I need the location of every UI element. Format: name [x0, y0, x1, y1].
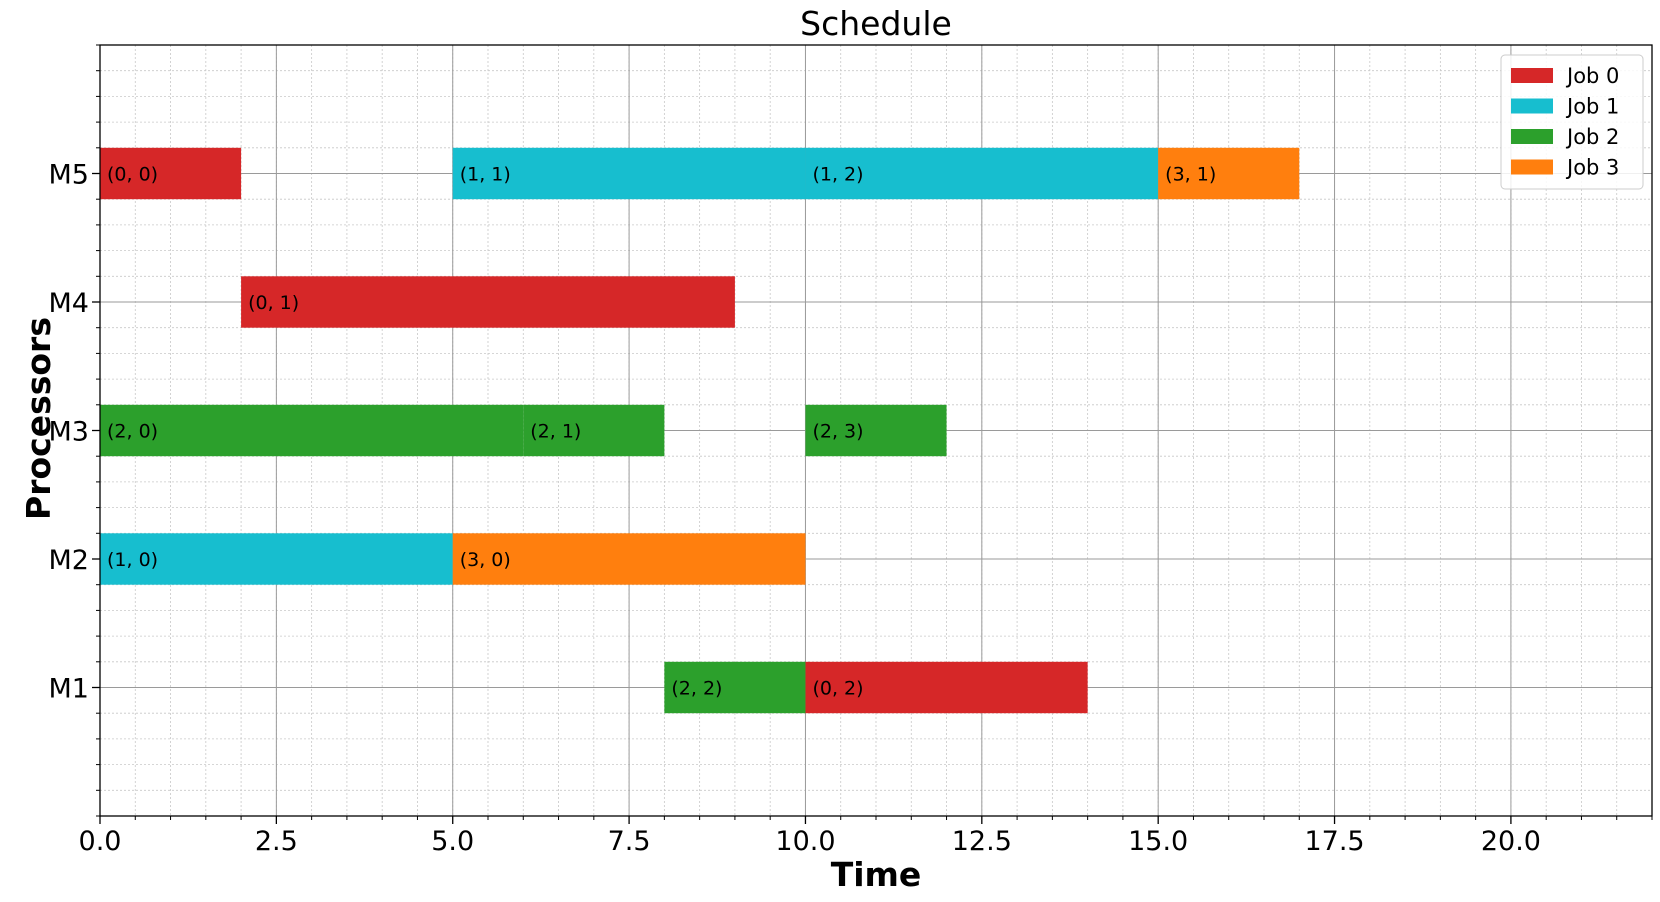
- task-label: (2, 3): [812, 421, 863, 443]
- task-label: (2, 0): [107, 421, 158, 443]
- task-bars: [100, 147, 1300, 714]
- x-tick-label: 5.0: [431, 826, 474, 857]
- legend-box: [1500, 54, 1644, 190]
- task-label: (0, 2): [812, 678, 863, 700]
- legend-label: Job 3: [1565, 156, 1619, 180]
- y-axis-label: Processors: [19, 317, 58, 520]
- task-label: (1, 0): [107, 549, 158, 571]
- axis-ticks: [92, 44, 1653, 824]
- task-label: (2, 2): [671, 678, 722, 700]
- x-tick-label: 10.0: [775, 826, 835, 857]
- task-label: (3, 0): [460, 549, 511, 571]
- x-tick-label: 20.0: [1481, 826, 1541, 857]
- x-tick-label: 7.5: [608, 826, 651, 857]
- task-bar: [100, 404, 524, 457]
- task-label: (0, 0): [107, 164, 158, 186]
- task-label: (3, 1): [1165, 164, 1216, 186]
- task-label: (1, 2): [812, 164, 863, 186]
- task-bar: [805, 661, 1088, 714]
- y-tick-label: M4: [49, 288, 89, 319]
- legend-swatch: [1511, 98, 1553, 114]
- task-labels: (0, 0) (0, 1) (0, 2) (1, 0) (1, 1) (1, 2) (2, …: [107, 164, 1216, 700]
- legend-swatch: [1511, 129, 1553, 144]
- task-bar: [1158, 147, 1300, 200]
- task-bar: [523, 404, 665, 457]
- x-tick-label: 12.5: [952, 826, 1012, 857]
- task-bar: [241, 276, 735, 328]
- y-tick-label: M5: [49, 160, 89, 191]
- x-axis-label: Time: [831, 855, 922, 894]
- y-tick-label: M3: [49, 417, 89, 448]
- x-tick-label: 15.0: [1128, 826, 1188, 857]
- x-tick-label: 2.5: [255, 826, 298, 857]
- task-bar: [805, 404, 947, 457]
- legend-label: Job 2: [1565, 125, 1619, 149]
- task-bar: [452, 533, 806, 585]
- x-tick-label: 17.5: [1304, 826, 1364, 857]
- task-label: (2, 1): [530, 421, 581, 443]
- tick-labels: 0.0 2.5 5.0 7.5 10.0 12.5 15.0 17.5 20.0 M1 M2 M3 M4…: [49, 160, 1541, 858]
- chart-title: Schedule: [800, 4, 952, 43]
- legend-label: Job 1: [1565, 95, 1619, 119]
- y-tick-label: M2: [49, 545, 89, 576]
- task-bar: [100, 147, 242, 200]
- task-bar: [805, 147, 1159, 200]
- task-bar: [452, 147, 806, 200]
- legend-swatch: [1511, 68, 1553, 83]
- legend-swatch: [1511, 159, 1553, 175]
- task-label: (0, 1): [248, 292, 299, 314]
- task-bar: [100, 533, 453, 585]
- x-tick-label: 0.0: [79, 826, 122, 857]
- legend-label: Job 0: [1565, 64, 1619, 88]
- legend: Job 0 Job 1 Job 2 Job 3: [1500, 54, 1644, 190]
- task-bar: [664, 661, 806, 714]
- y-tick-label: M1: [49, 674, 89, 705]
- task-label: (1, 1): [460, 164, 511, 186]
